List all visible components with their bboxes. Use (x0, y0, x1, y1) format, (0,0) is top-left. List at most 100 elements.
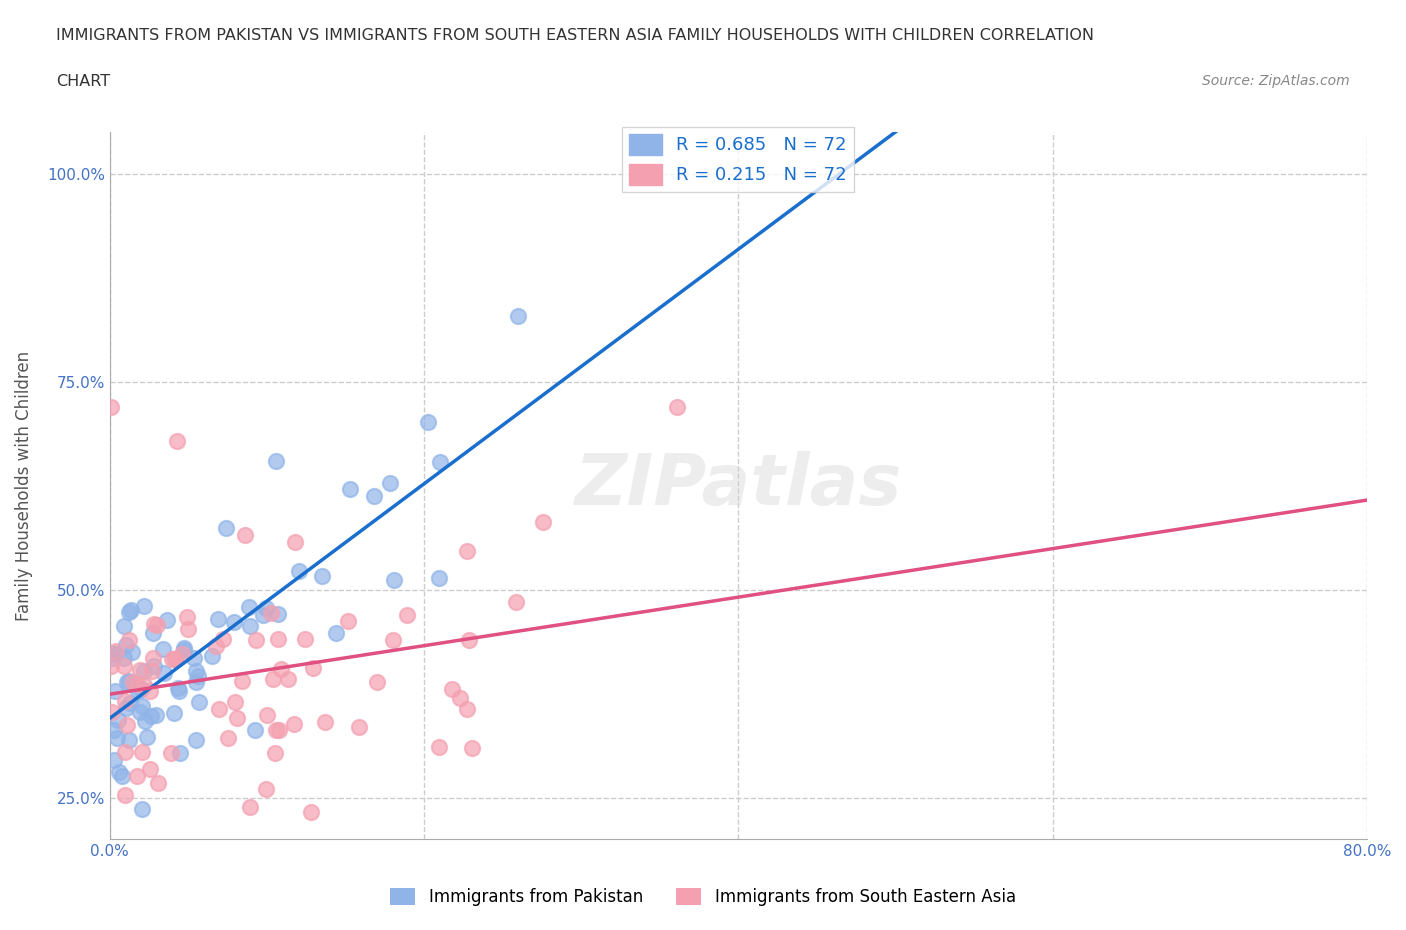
Immigrants from Pakistan (142, 625, 165, 640)
Text: Source: ZipAtlas.com: Source: ZipAtlas.com (1202, 74, 1350, 88)
Immigrants from Pakistan (339, 482, 361, 497)
Immigrants from South Eastern Asia (142, 650, 165, 665)
Immigrants from South Eastern Asia (142, 616, 165, 631)
Immigrants from Pakistan (238, 600, 260, 615)
Immigrants from Pakistan (112, 618, 135, 633)
Immigrants from South Eastern Asia (114, 694, 136, 709)
Immigrants from South Eastern Asia (314, 714, 336, 729)
Immigrants from South Eastern Asia (294, 631, 316, 646)
Immigrants from Pakistan (508, 309, 530, 324)
Immigrants from South Eastern Asia (284, 535, 307, 550)
Immigrants from Pakistan (184, 733, 207, 748)
Immigrants from South Eastern Asia (211, 631, 233, 646)
Immigrants from South Eastern Asia (114, 788, 136, 803)
Immigrants from South Eastern Asia (533, 514, 555, 529)
Immigrants from South Eastern Asia (132, 677, 155, 692)
Immigrants from Pakistan (325, 625, 347, 640)
Immigrants from South Eastern Asia (127, 769, 149, 784)
Immigrants from Pakistan (101, 651, 124, 666)
Immigrants from South Eastern Asia (159, 746, 181, 761)
Immigrants from South Eastern Asia (165, 651, 187, 666)
Immigrants from Pakistan (114, 638, 136, 653)
Immigrants from South Eastern Asia (264, 723, 287, 737)
Immigrants from Pakistan (363, 488, 385, 503)
Immigrants from South Eastern Asia (277, 671, 299, 686)
Immigrants from Pakistan (183, 651, 205, 666)
Immigrants from South Eastern Asia (160, 651, 183, 666)
Immigrants from Pakistan (222, 615, 245, 630)
Immigrants from Pakistan (188, 695, 211, 710)
Immigrants from South Eastern Asia (267, 631, 290, 646)
Immigrants from South Eastern Asia (208, 701, 231, 716)
Immigrants from South Eastern Asia (256, 781, 278, 796)
Immigrants from South Eastern Asia (262, 671, 284, 686)
Immigrants from South Eastern Asia (101, 705, 124, 720)
Immigrants from Pakistan (118, 673, 141, 688)
Immigrants from South Eastern Asia (283, 716, 305, 731)
Immigrants from Pakistan (167, 684, 190, 699)
Immigrants from South Eastern Asia (128, 663, 150, 678)
Immigrants from Pakistan (311, 568, 333, 583)
Immigrants from Pakistan (135, 729, 157, 744)
Immigrants from Pakistan (111, 768, 134, 783)
Immigrants from Pakistan (267, 606, 290, 621)
Immigrants from South Eastern Asia (269, 723, 291, 737)
Immigrants from South Eastern Asia (231, 673, 253, 688)
Immigrants from South Eastern Asia (233, 528, 256, 543)
Immigrants from South Eastern Asia (263, 746, 285, 761)
Immigrants from Pakistan (215, 521, 238, 536)
Immigrants from South Eastern Asia (100, 399, 122, 414)
Immigrants from South Eastern Asia (458, 632, 481, 647)
Immigrants from Pakistan (207, 612, 229, 627)
Immigrants from South Eastern Asia (217, 730, 239, 745)
Immigrants from South Eastern Asia (131, 745, 153, 760)
Immigrants from South Eastern Asia (336, 614, 359, 629)
Immigrants from South Eastern Asia (382, 632, 405, 647)
Immigrants from Pakistan (173, 643, 195, 658)
Immigrants from South Eastern Asia (260, 605, 283, 620)
Immigrants from Pakistan (127, 684, 149, 698)
Immigrants from South Eastern Asia (163, 651, 186, 666)
Immigrants from Pakistan (100, 645, 122, 660)
Immigrants from South Eastern Asia (449, 690, 471, 705)
Immigrants from Pakistan (186, 674, 208, 689)
Immigrants from South Eastern Asia (115, 718, 138, 733)
Immigrants from Pakistan (121, 644, 143, 659)
Immigrants from South Eastern Asia (270, 661, 292, 676)
Immigrants from South Eastern Asia (141, 663, 163, 678)
Immigrants from Pakistan (288, 564, 311, 578)
Immigrants from Pakistan (131, 802, 153, 817)
Immigrants from South Eastern Asia (461, 740, 484, 755)
Immigrants from South Eastern Asia (122, 674, 145, 689)
Immigrants from South Eastern Asia (139, 761, 162, 776)
Immigrants from Pakistan (201, 648, 224, 663)
Immigrants from South Eastern Asia (145, 618, 167, 632)
Immigrants from South Eastern Asia (429, 739, 451, 754)
Immigrants from South Eastern Asia (118, 633, 141, 648)
Immigrants from Pakistan (254, 601, 277, 616)
Immigrants from South Eastern Asia (256, 707, 278, 722)
Immigrants from South Eastern Asia (239, 800, 262, 815)
Immigrants from South Eastern Asia (396, 608, 419, 623)
Immigrants from Pakistan (132, 664, 155, 679)
Immigrants from South Eastern Asia (170, 647, 193, 662)
Immigrants from Pakistan (129, 681, 152, 696)
Immigrants from Pakistan (153, 665, 176, 680)
Immigrants from South Eastern Asia (299, 804, 322, 819)
Immigrants from South Eastern Asia (138, 684, 160, 698)
Immigrants from South Eastern Asia (441, 682, 464, 697)
Immigrants from Pakistan (105, 730, 128, 745)
Immigrants from Pakistan (156, 613, 179, 628)
Immigrants from South Eastern Asia (100, 658, 122, 673)
Immigrants from South Eastern Asia (224, 695, 246, 710)
Immigrants from Pakistan (103, 722, 125, 737)
Immigrants from Pakistan (166, 681, 188, 696)
Immigrants from Pakistan (378, 475, 401, 490)
Immigrants from South Eastern Asia (176, 610, 198, 625)
Immigrants from South Eastern Asia (112, 658, 135, 673)
Immigrants from Pakistan (141, 709, 163, 724)
Y-axis label: Family Households with Children: Family Households with Children (15, 351, 32, 620)
Immigrants from South Eastern Asia (666, 399, 689, 414)
Immigrants from Pakistan (184, 664, 207, 679)
Immigrants from Pakistan (114, 700, 136, 715)
